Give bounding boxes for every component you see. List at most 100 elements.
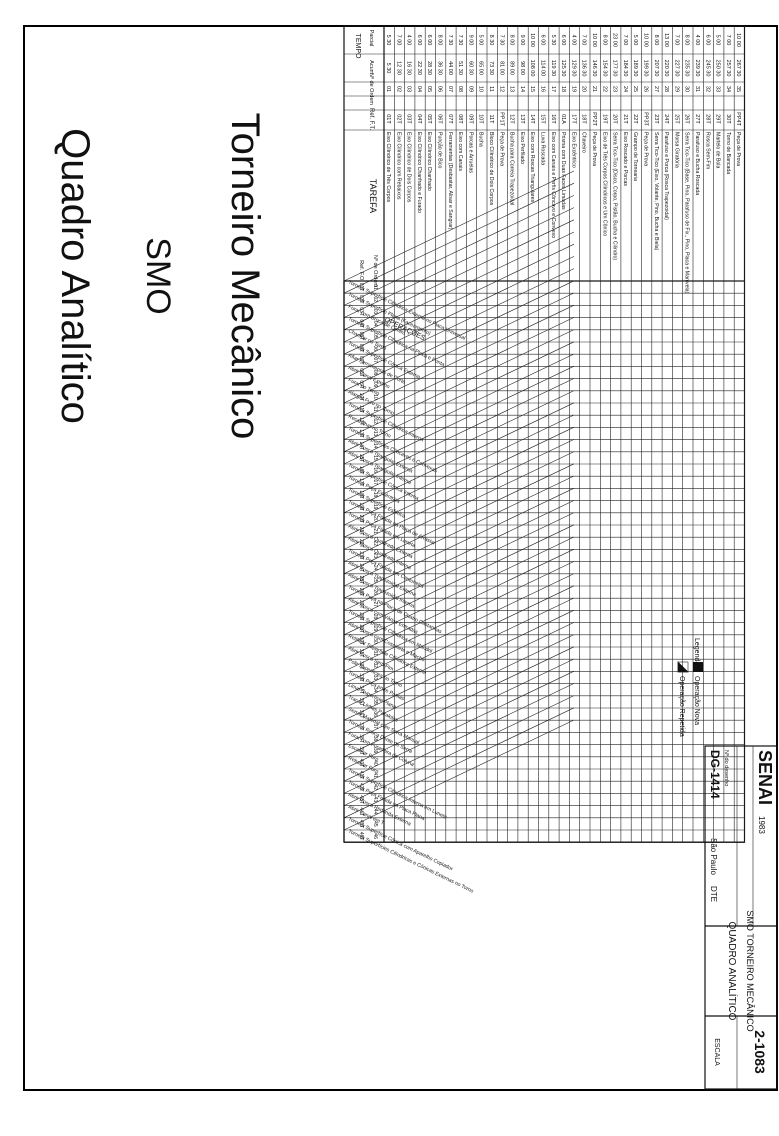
task-cell: 04 [416, 86, 422, 92]
task-cell: 23 [612, 86, 618, 92]
task-cell: 02T [395, 114, 401, 124]
task-cell: 28 30 [426, 61, 432, 75]
op-ref: 31T [358, 649, 364, 658]
task-name: Eixo Cilíndrico Chanfrado [426, 132, 432, 191]
op-ref: 03T [358, 307, 364, 316]
task-cell: 34 [725, 86, 731, 92]
op-number: 24 [372, 565, 378, 571]
task-cell: 21T [622, 114, 628, 124]
op-number: 23 [372, 553, 378, 559]
task-cell: 5 00 [632, 35, 638, 46]
task-cell: 18 [560, 86, 566, 92]
task-cell: 267 30 [735, 60, 741, 77]
op-number: 02 [372, 297, 378, 303]
task-cell: 15 [529, 86, 535, 92]
op-ref: 23T [358, 551, 364, 560]
task-cell: 235 30 [684, 60, 690, 77]
op-number: 22 [372, 541, 378, 547]
task-name: Peça de Prova [591, 132, 597, 166]
task-cell: 4 00 [694, 35, 700, 46]
task-cell: 19T [601, 114, 607, 124]
op-number: 44 [372, 809, 378, 815]
task-cell: 136 30 [581, 60, 587, 77]
task-cell: 73 30 [488, 61, 494, 75]
op-number: 06 [372, 345, 378, 351]
task-cell: 10 00 [591, 33, 597, 47]
op-number: 21 [372, 528, 378, 534]
task-cell: 5 30 [385, 35, 391, 46]
task-cell: 6 00 [426, 35, 432, 46]
op-ref: 34T [358, 685, 364, 694]
header-ordem-fo: Nº de Ordem [372, 255, 379, 287]
task-cell: 10 00 [643, 33, 649, 47]
op-number: 45 [372, 821, 378, 827]
op-number: 46 [372, 833, 378, 839]
op-number: 28 [372, 614, 378, 620]
task-name: Martelo de Bola [715, 132, 721, 168]
task-name: Prisma com Duas Faces Limadas [560, 132, 566, 210]
task-cell: 06T [437, 114, 443, 124]
task-cell: 199 30 [643, 60, 649, 77]
op-number: 11 [372, 406, 378, 411]
task-cell: 05T [426, 114, 432, 124]
op-number: 14 [372, 443, 378, 449]
task-name: Parafuso e Bucha Roscada [694, 132, 700, 195]
task-name: Eixo Cilíndrico de Dois Corpos [406, 132, 412, 203]
task-cell: 7 30 [457, 35, 463, 46]
task-name: Eixo com Canais [457, 132, 463, 171]
op-ref: 30T [358, 637, 364, 646]
op-ref: 27T [358, 600, 364, 609]
task-cell: 9 00 [519, 35, 525, 46]
task-cell: 19 [570, 86, 576, 92]
legend-title: Legenda [693, 638, 700, 665]
drawing-number-label: Nº do desenho [723, 750, 730, 786]
task-cell: 16T [550, 114, 556, 124]
task-cell: 89 00 [509, 61, 515, 75]
op-ref: 11T [358, 405, 364, 413]
op-number: 43 [372, 797, 378, 803]
task-cell: 184 30 [622, 60, 628, 77]
op-ref: 40T [358, 759, 364, 768]
op-ref: 44T [358, 807, 364, 816]
task-cell: 51 30 [457, 61, 463, 75]
block-title-2: SMO TORNEIRO MECÂNICO [745, 910, 755, 1031]
title-block: Nº do desenho DG-1414 São Paulo DTE SENA… [704, 745, 778, 1090]
task-cell: 01A [560, 114, 566, 124]
op-ref: 42T [358, 783, 364, 792]
header-tarefa: TAREFA [368, 179, 378, 213]
op-ref: 14T [358, 441, 364, 450]
task-cell: 9 00 [467, 35, 473, 46]
task-name: Eixo com Canais e Perfis Côncavo e Conve… [550, 132, 556, 238]
task-cell: 4 00 [406, 35, 412, 46]
op-number: 26 [372, 589, 378, 595]
op-number: 04 [372, 321, 378, 327]
task-cell: 220 30 [663, 60, 669, 77]
task-name: Bucha para Correia Trapezoidal [509, 132, 515, 205]
op-ref: 26T [358, 588, 364, 597]
task-cell: 27T [694, 114, 700, 124]
op-number: 33 [372, 675, 378, 681]
task-cell: 07 [447, 86, 453, 92]
task-cell: 10 00 [529, 33, 535, 47]
op-number: 18 [372, 492, 378, 498]
task-name: Ferramentas (Desbastar, Alisar e Sangrar… [447, 132, 453, 230]
task-name: Grampo de Tornearia [632, 132, 638, 181]
task-cell: 7 00 [581, 35, 587, 46]
task-cell: 189 30 [632, 60, 638, 77]
legend-repeated-label: Operação Repetida [678, 676, 685, 737]
task-name: Serra Tico-Tico (Disco, Corpo, Pistão, B… [612, 132, 618, 260]
task-name: Eixo de Três Corpos Cilíndricos e Um Côn… [601, 132, 607, 236]
task-cell: 24T [663, 114, 669, 124]
task-cell: 30 [684, 86, 690, 92]
task-cell: PP3T [643, 112, 649, 126]
task-cell: 17 [550, 86, 556, 92]
task-name: Rosca Sem-Fim [704, 132, 710, 169]
task-cell: 04T [416, 114, 422, 124]
task-cell: 65 00 [478, 61, 484, 75]
task-cell: 154 30 [601, 60, 607, 77]
task-cell: 23 00 [612, 33, 618, 47]
op-number: 42 [372, 785, 378, 791]
task-cell: 32 [704, 86, 710, 92]
op-ref: 02T [358, 295, 364, 304]
op-number: 29 [372, 626, 378, 632]
